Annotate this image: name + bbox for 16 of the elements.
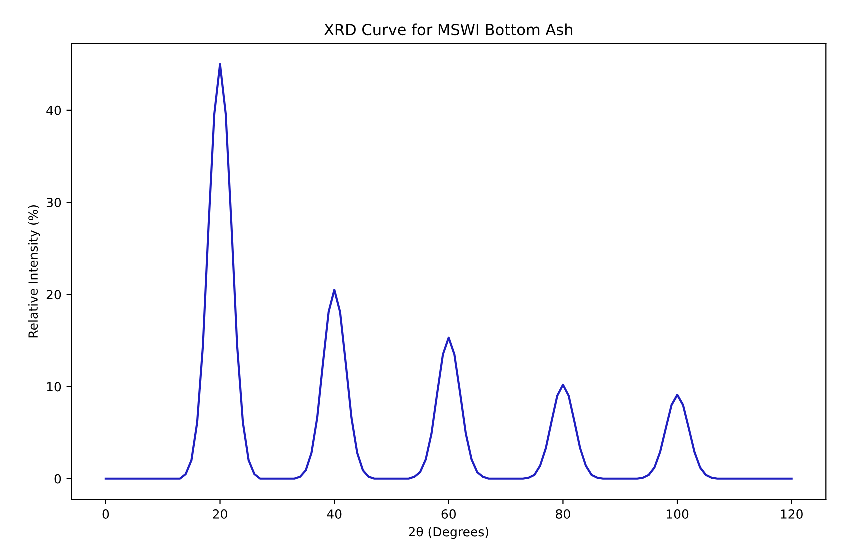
y-tick-label: 40 [46, 106, 62, 116]
x-tick-label: 100 [666, 510, 689, 519]
y-axis-title: Relative Intensity (%) [28, 206, 40, 338]
x-tick-label: 60 [442, 510, 456, 519]
chart-title: XRD Curve for MSWI Bottom Ash [324, 24, 573, 36]
x-tick-label: 20 [213, 510, 228, 519]
y-tick-label: 20 [46, 290, 62, 300]
y-tick-label: 10 [47, 382, 62, 392]
line-series [104, 63, 793, 480]
x-tick-label: 120 [781, 510, 803, 519]
y-tick-label: 30 [46, 198, 62, 208]
x-tick-label: 80 [556, 510, 570, 519]
x-tick-label: 40 [327, 510, 342, 519]
x-tick-label: 0 [102, 510, 110, 519]
x-axis-title: 2θ (Degrees) [409, 526, 488, 540]
y-tick-label: 0 [54, 474, 62, 484]
